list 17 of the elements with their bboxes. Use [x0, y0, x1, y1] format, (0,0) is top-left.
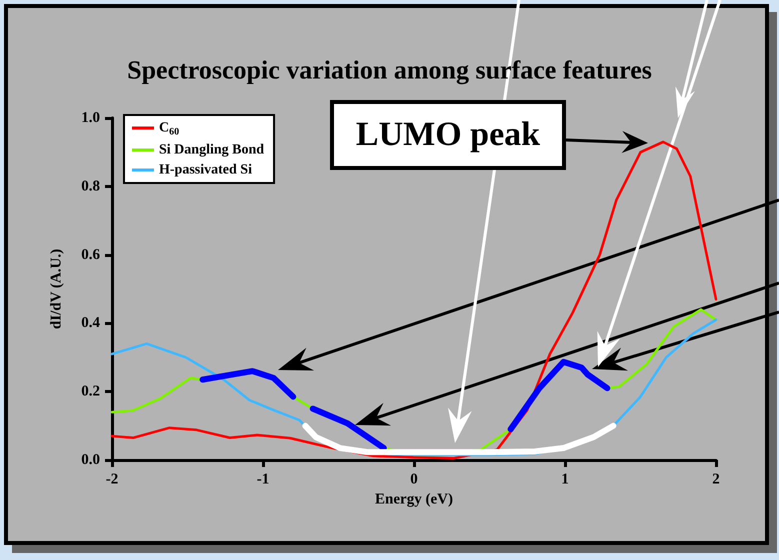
x-axis-title: Energy (eV)	[375, 491, 453, 508]
y-axis-title: dI/dV (A.U.)	[48, 248, 64, 330]
annotation: LUMO peak	[330, 100, 566, 170]
legend-label: H-passivated Si	[159, 162, 252, 178]
x-tick-label: 1	[561, 472, 569, 488]
x-tick-label: 0	[410, 472, 418, 488]
y-tick-label: 0.4	[81, 315, 100, 332]
x-tick-label: -2	[106, 472, 118, 488]
y-tick-label: 0.0	[81, 452, 100, 468]
x-tick-label: 2	[712, 472, 720, 488]
chart-title: Spectroscopic variation among surface features	[127, 56, 652, 84]
y-tick-label: 0.2	[81, 384, 100, 400]
legend-label: Si Dangling Bond	[159, 142, 264, 158]
y-tick-label: 0.6	[81, 246, 100, 263]
y-tick-label: 1.0	[81, 110, 100, 126]
x-tick-label: -1	[256, 472, 270, 488]
y-tick-label: 0.8	[81, 178, 100, 194]
